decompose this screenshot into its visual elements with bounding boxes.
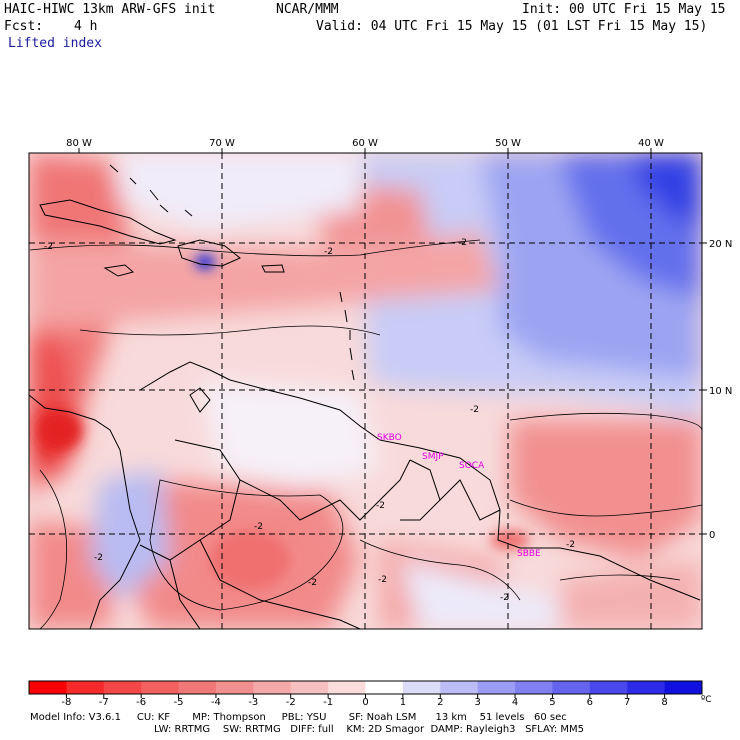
colorbar-swatch — [66, 681, 105, 694]
colorbar-swatch — [215, 681, 254, 694]
lifted-index-field — [29, 153, 702, 629]
colorbar-tick-label: 1 — [400, 697, 406, 708]
colorbar-tick-label: -4 — [211, 697, 221, 708]
field-name: Lifted index — [8, 36, 102, 51]
contour-label: -2 — [566, 540, 575, 550]
colorbar-tick-label: 8 — [661, 697, 667, 708]
fcst-value: 4 h — [74, 19, 98, 34]
station-label: SMJP — [422, 452, 444, 462]
colorbar-tick-label: -7 — [99, 697, 109, 708]
lon-label: 60 W — [352, 138, 378, 149]
lat-label: 10 N — [709, 386, 732, 397]
contour-label: -2 — [94, 553, 103, 563]
colorbar-tick-label: 7 — [624, 697, 630, 708]
fcst-label: Fcst: — [4, 19, 44, 34]
contour-label: -2 — [378, 575, 387, 585]
colorbar-swatch — [328, 681, 366, 694]
colorbar-swatch — [627, 681, 666, 694]
colorbar-tick-label: 4 — [512, 697, 518, 708]
colorbar-swatch — [141, 681, 180, 694]
valid-time: Valid: 04 UTC Fri 15 May 15 (01 LST Fri … — [316, 19, 708, 34]
colorbar-tick-label: 5 — [549, 697, 555, 708]
model-title: HAIC-HIWC 13km ARW-GFS init — [4, 2, 216, 17]
contour-lines — [29, 239, 702, 629]
model-info-line-2: LW: RRTMG SW: RRTMG DIFF: full KM: 2D Sm… — [154, 724, 584, 735]
contour-label: -2 — [44, 242, 53, 252]
init-time: Init: 00 UTC Fri 15 May 15 — [522, 2, 726, 17]
colorbar-swatch — [589, 681, 628, 694]
colorbar-ticks: -8 -7 -6 -5 -4 -3 -2 -1 0 1 2 3 4 5 6 7 8 — [61, 694, 668, 708]
station-label: SBBE — [517, 549, 541, 559]
colorbar-swatch — [477, 681, 516, 694]
colorbar-swatch — [103, 681, 142, 694]
colorbar-swatch — [402, 681, 441, 694]
lon-label: 40 W — [638, 138, 664, 149]
colorbar-swatch — [253, 681, 292, 694]
colorbar-tick-label: 6 — [587, 697, 593, 708]
colorbar-swatch — [552, 681, 591, 694]
colorbar-swatch — [29, 681, 67, 694]
contour-label: -2 — [470, 405, 479, 415]
colorbar-tick-label: 3 — [474, 697, 480, 708]
colorbar-tick-label: -5 — [174, 697, 184, 708]
colorbar-tick-label: -1 — [323, 697, 333, 708]
lon-label: 50 W — [495, 138, 521, 149]
org-label: NCAR/MMM — [276, 2, 339, 17]
lat-label: 20 N — [709, 239, 732, 250]
lat-label: 0 — [709, 530, 715, 541]
colorbar-tick-label: -6 — [136, 697, 146, 708]
contour-label: -2 — [308, 578, 317, 588]
coastlines — [29, 164, 701, 629]
colorbar-unit: ºC — [701, 695, 712, 705]
contour-label: -2 — [254, 522, 263, 532]
lon-label: 80 W — [66, 138, 92, 149]
contour-label: -2 — [458, 238, 467, 248]
colorbar-tick-label: -3 — [248, 697, 258, 708]
colorbar-swatch — [440, 681, 479, 694]
colorbar-swatch — [365, 681, 404, 694]
colorbar-tick-label: -2 — [286, 697, 296, 708]
contour-label: -2 — [500, 593, 509, 603]
colorbar-tick-label: 2 — [437, 697, 443, 708]
lon-label: 70 W — [209, 138, 235, 149]
axis-ticks — [78, 148, 707, 535]
colorbar-swatch — [664, 681, 703, 694]
colorbar-swatch — [178, 681, 217, 694]
colorbar-swatch — [290, 681, 329, 694]
contour-label: -2 — [376, 501, 385, 511]
model-info-line-1: Model Info: V3.6.1 CU: KF MP: Thompson P… — [30, 712, 567, 723]
colorbar-tick-label: -8 — [61, 697, 71, 708]
contour-label: -2 — [324, 247, 333, 257]
colorbar — [28, 680, 703, 695]
station-label: SOCA — [459, 461, 485, 471]
graticule — [29, 153, 702, 629]
colorbar-tick-label: 0 — [362, 697, 368, 708]
colorbar-swatch — [515, 681, 553, 694]
station-label: SKBO — [377, 433, 402, 443]
